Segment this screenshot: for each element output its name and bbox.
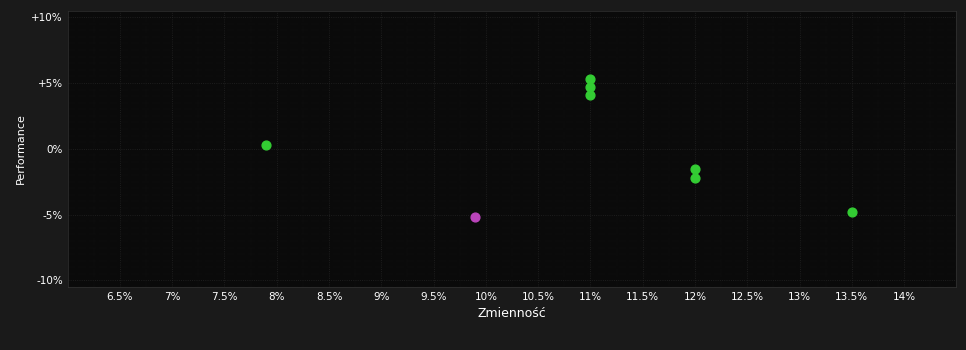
X-axis label: Zmienność: Zmienność xyxy=(477,307,547,320)
Point xyxy=(582,76,598,82)
Point xyxy=(582,92,598,98)
Point xyxy=(844,209,860,215)
Point xyxy=(259,142,274,148)
Point xyxy=(582,84,598,90)
Y-axis label: Performance: Performance xyxy=(15,113,25,184)
Point xyxy=(468,215,483,220)
Point xyxy=(687,175,702,181)
Point xyxy=(687,166,702,171)
